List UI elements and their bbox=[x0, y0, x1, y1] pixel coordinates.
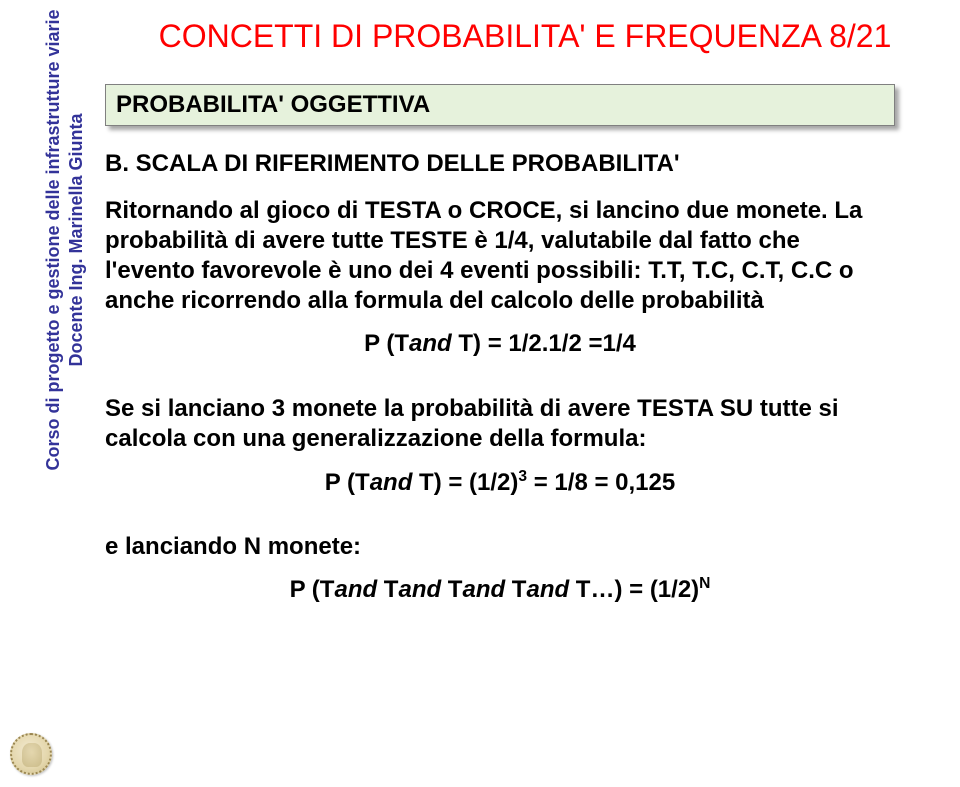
formula-2-post: = 1/8 = 0,125 bbox=[527, 469, 675, 496]
content-area: B. SCALA DI RIFERIMENTO DELLE PROBABILIT… bbox=[105, 150, 895, 640]
formula-3-sup: N bbox=[699, 575, 710, 592]
paragraph-2: Se si lanciano 3 monete la probabilità d… bbox=[105, 394, 895, 454]
formula-3-mid1: T bbox=[377, 576, 398, 603]
formula-1-post: T) = 1/2.1/2 =1/4 bbox=[452, 330, 636, 357]
formula-1-pre: P (T bbox=[364, 330, 409, 357]
sidebar-line-1: Corso di progetto e gestione delle infra… bbox=[42, 0, 65, 480]
formula-2-sup: 3 bbox=[518, 468, 527, 485]
formula-3-pre: P (T bbox=[290, 576, 335, 603]
formula-2-mid: T) = (1/2) bbox=[412, 469, 518, 496]
paragraph-1: Ritornando al gioco di TESTA o CROCE, si… bbox=[105, 196, 895, 316]
formula-2-pre: P (T bbox=[325, 469, 370, 496]
formula-3-and-2: and bbox=[398, 576, 441, 603]
subtitle-box: PROBABILITA' OGGETTIVA bbox=[105, 84, 895, 126]
formula-3: P (Tand Tand Tand Tand T…) = (1/2)N bbox=[105, 575, 895, 604]
formula-1: P (Tand T) = 1/2.1/2 =1/4 bbox=[105, 330, 895, 358]
paragraph-3: e lanciando N monete: bbox=[105, 533, 895, 561]
formula-3-mid3: T bbox=[505, 576, 526, 603]
formula-3-post: T…) = (1/2) bbox=[569, 576, 699, 603]
sidebar-credit: Corso di progetto e gestione delle infra… bbox=[42, 0, 87, 480]
formula-3-and-4: and bbox=[526, 576, 569, 603]
formula-3-mid2: T bbox=[441, 576, 462, 603]
subtitle-text: PROBABILITA' OGGETTIVA bbox=[116, 91, 430, 118]
logo-badge-icon bbox=[10, 733, 52, 775]
formula-2: P (Tand T) = (1/2)3 = 1/8 = 0,125 bbox=[105, 468, 895, 497]
formula-1-and: and bbox=[409, 330, 452, 357]
slide: CONCETTI DI PROBABILITA' E FREQUENZA 8/2… bbox=[0, 0, 960, 787]
formula-2-and: and bbox=[370, 469, 413, 496]
slide-title: CONCETTI DI PROBABILITA' E FREQUENZA 8/2… bbox=[130, 18, 920, 55]
formula-3-and-3: and bbox=[462, 576, 505, 603]
section-heading: B. SCALA DI RIFERIMENTO DELLE PROBABILIT… bbox=[105, 150, 895, 178]
sidebar-line-2: Docente Ing. Marinella Giunta bbox=[65, 0, 88, 480]
formula-3-and-1: and bbox=[334, 576, 377, 603]
